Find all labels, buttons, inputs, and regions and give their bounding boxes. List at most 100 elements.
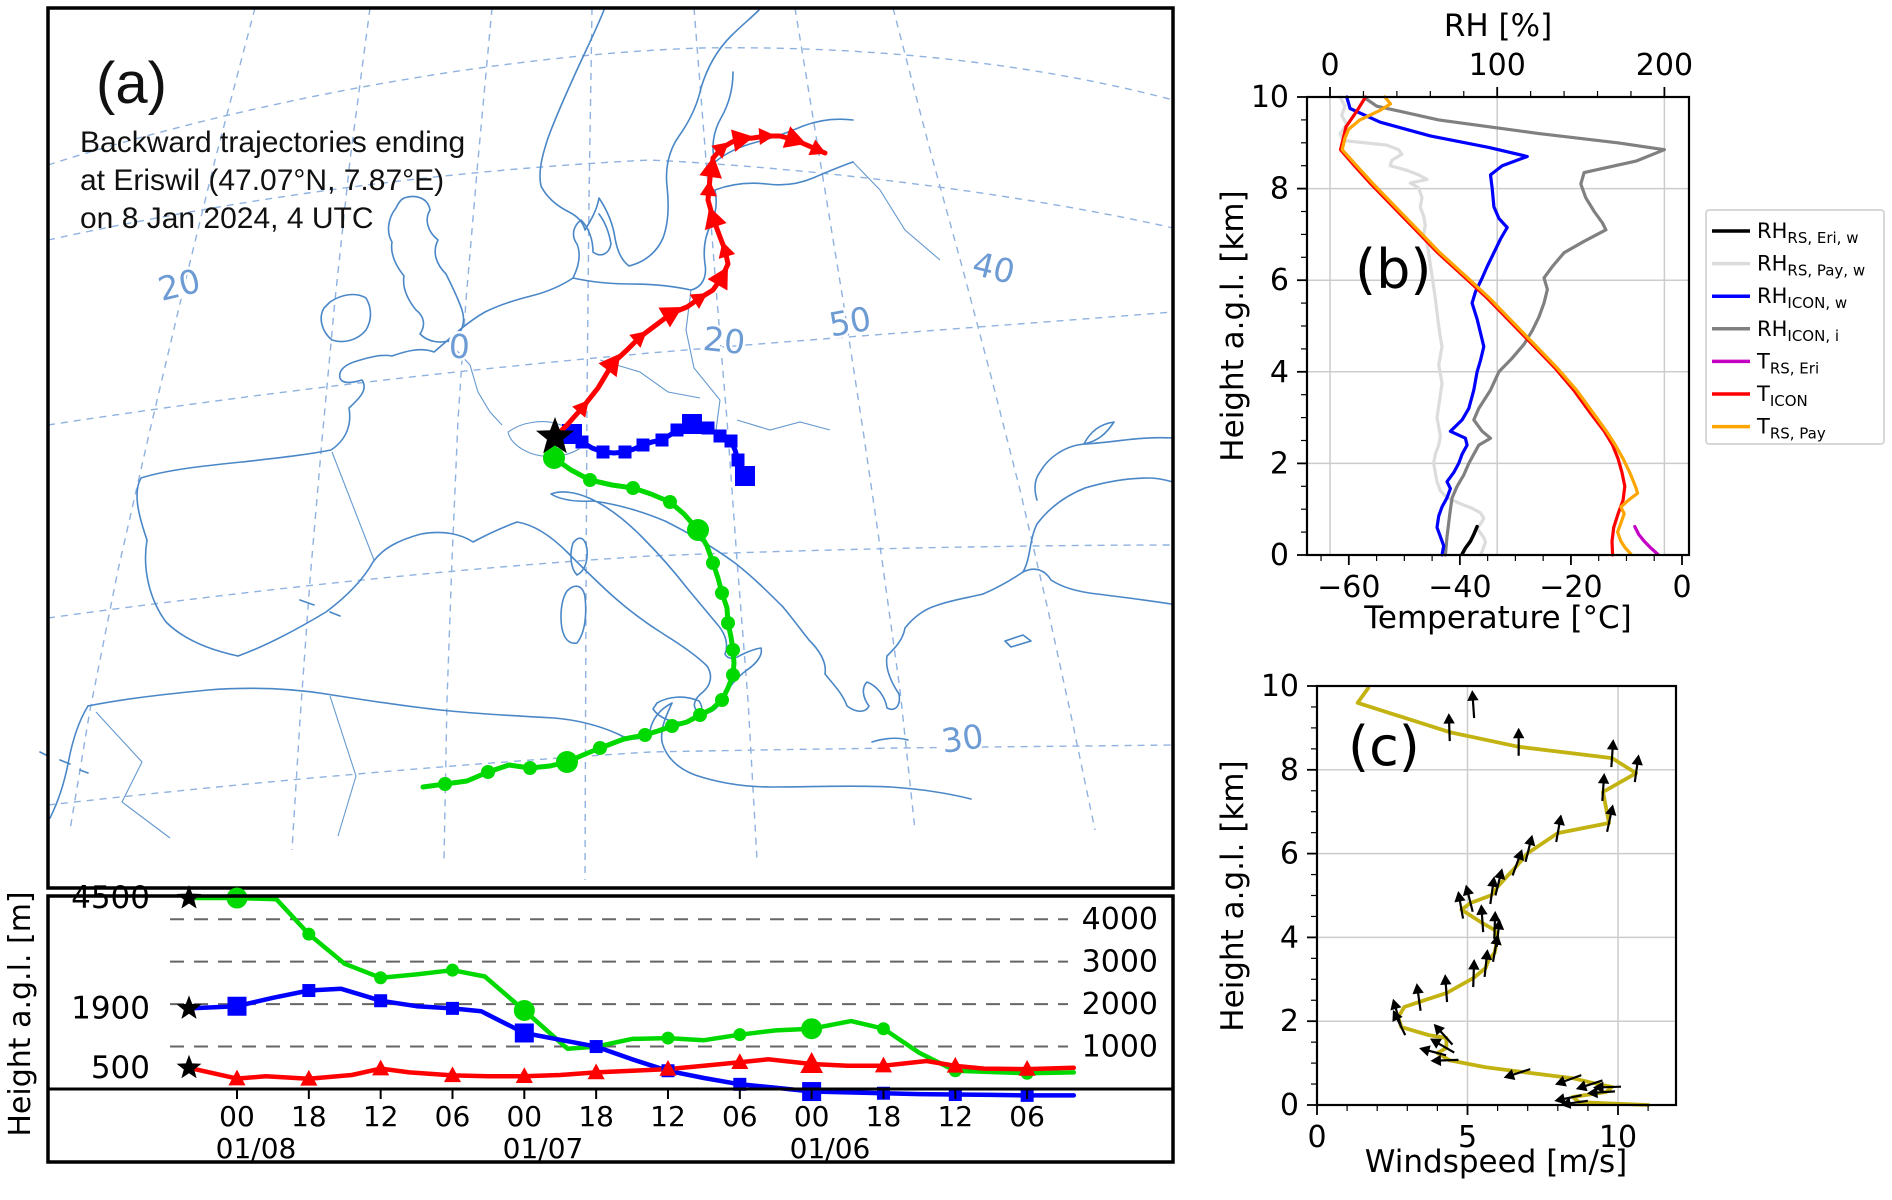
wind-arrow-shaft [1495,927,1500,947]
legend: RHRS, Eri, w RHRS, Pay, w RHICON, w RHICON,… [1705,209,1885,445]
wind-arrow-shaft [1555,823,1561,843]
map-frame [46,6,1175,890]
time-tick-label: 06 [1009,1100,1045,1133]
panel-b-ticks: 0 100 200 −60 −40 −20 0 0 2 4 6 8 10 [1251,48,1693,605]
triangle-marker [372,1059,390,1076]
square-marker [618,445,632,459]
square-marker [374,994,388,1008]
wind-arrow-head [1587,1086,1598,1099]
height-tick-label: 0 [1280,1088,1299,1123]
height-tick-label: 4 [1270,355,1289,390]
series-1900m [186,986,1077,1098]
series-500m [186,1057,1077,1082]
time-tick-label: 18 [578,1100,614,1133]
circle-marker [438,777,452,791]
circle-marker [721,616,735,630]
legend-entry: RHICON, i [1757,317,1839,345]
wind-arrow-shaft [1427,1049,1447,1057]
wind-arrow-head [1468,959,1480,970]
height-gridline-label: 4000 [1082,902,1158,937]
height-time-plot: 4000 3000 2000 1000 4500 1900 500 00 18 12 06 00 18 1… [71,880,1158,1165]
temp-tick-label: −60 [1317,570,1380,605]
square-marker [445,1001,459,1015]
time-tick-label: 12 [937,1100,973,1133]
triangle-marker [800,1051,824,1073]
triangle-marker [731,1053,749,1070]
wind-arrow-shaft [1595,1090,1616,1094]
date-label: 01/07 [503,1132,584,1165]
circle-marker [687,519,709,541]
eriswil-star [536,417,574,454]
triangle-marker [689,293,708,309]
legend-entry: TICON [1756,382,1808,410]
legend-box [1705,209,1885,445]
height-tick-label: 2 [1270,446,1289,481]
wind-arrow-head [1489,910,1501,922]
circle-marker [583,473,597,487]
wind-arrow-shaft [1633,763,1639,783]
square-marker [514,1023,534,1043]
windspeed-curve [1355,686,1650,1107]
triangle-marker [659,1060,677,1076]
panel-c-curve [1355,686,1650,1109]
triangle-marker [658,306,683,328]
triangle-marker [1018,1060,1036,1076]
wind-arrow-shaft [1444,983,1449,1003]
wind-arrow-shaft [1438,1029,1454,1046]
height-tick-label: 0 [1270,538,1289,573]
circle-marker [706,556,720,570]
rh-tick-label: 100 [1469,48,1526,83]
square-marker [701,421,715,435]
square-marker [596,445,610,459]
circle-marker [626,481,640,495]
wind-arrow-shaft [1480,913,1485,933]
square-marker [655,433,669,447]
triangle-marker [443,1066,462,1083]
start-height-label: 500 [91,1050,150,1086]
square-marker [636,438,650,452]
triangle-marker [699,180,717,197]
wind-arrow-head [1467,690,1479,701]
map-annotation-line3: on 8 Jan 2024, 4 UTC [80,202,374,235]
circle-marker [543,447,565,469]
circle-marker [876,1022,890,1036]
square-marker [731,453,745,467]
temperature-axis-label: Temperature [°C] [1363,600,1632,636]
wind-arrow-head [1512,727,1525,739]
start-height-label: 1900 [71,990,150,1026]
wind-arrow-shaft [1601,1085,1622,1089]
wind-arrow-shaft [1458,899,1465,919]
panel-b-label: (b) [1355,238,1431,301]
square-marker [302,984,316,998]
start-star [176,995,202,1019]
square-marker [724,434,738,448]
triangle-marker [300,1069,318,1086]
panel-a-timeseries: 4000 3000 2000 1000 4500 1900 500 00 18 12 06 00 18 1… [3,880,1175,1165]
square-marker [735,466,755,486]
curve-rh-icon-w [1345,95,1529,557]
time-tick-label: 06 [722,1100,758,1133]
timeseries-frame [46,894,1175,1164]
circle-marker [556,751,578,773]
graticule-label: 0 [448,327,470,367]
wind-arrow-shaft [1563,1074,1582,1083]
panel-c-ticks: 0 5 10 0 2 4 6 8 10 [1261,669,1649,1155]
wind-arrow-shaft [1606,813,1613,833]
series-4500m [186,895,1077,1076]
wind-arrow-head [1490,934,1502,946]
wind-arrow-shaft [1601,781,1605,802]
legend-entry: TRS, Eri [1756,349,1819,377]
triangle-marker [946,1056,964,1073]
panel-b-grid [1307,96,1689,556]
wind-arrow-shaft [1524,843,1532,863]
wind-arrow-shaft [1439,1058,1459,1062]
wind-arrow-shaft [1472,968,1475,988]
circle-marker [445,963,459,977]
wind-arrow-head [1513,849,1524,861]
wind-arrow-head [1575,1080,1588,1092]
rh-tick-label: 200 [1636,48,1693,83]
triangle-marker [782,126,807,148]
trajectory-500m [552,133,828,440]
circle-marker [226,887,248,909]
